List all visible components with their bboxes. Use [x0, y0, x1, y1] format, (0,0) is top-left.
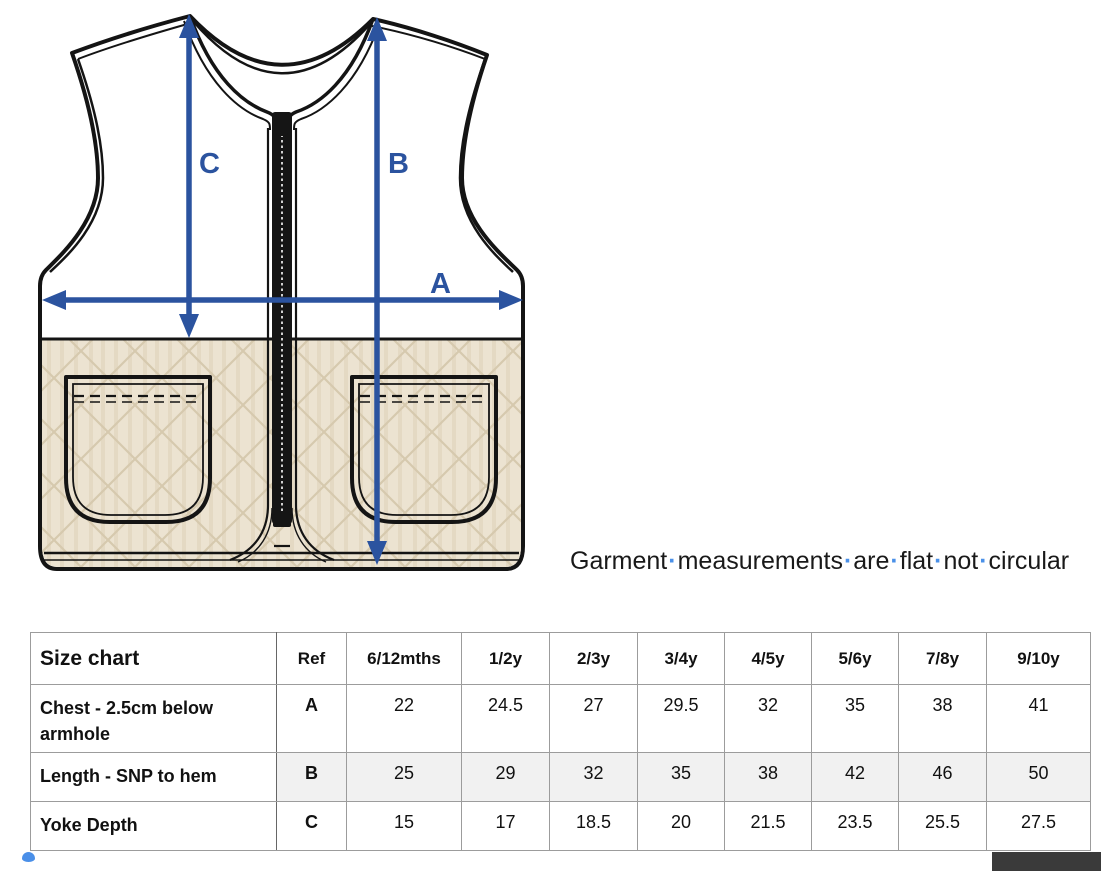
size-chart-table: Size chart Ref 6/12mths 1/2y 2/3y 3/4y 4…: [30, 632, 1091, 851]
left-shoulder-binding: [77, 22, 192, 60]
column-header-size: 9/10y: [986, 632, 1091, 685]
cell-value: 32: [724, 684, 812, 753]
label-b: B: [388, 148, 409, 180]
word-separator-dot: ·: [979, 547, 988, 575]
row-label: Yoke Depth: [30, 801, 277, 851]
cell-value: 25.5: [898, 801, 987, 851]
cell-value: 27.5: [986, 801, 1091, 851]
left-pocket: [64, 375, 212, 524]
horizontal-scrollbar-thumb[interactable]: [992, 852, 1101, 871]
table-row-chest: Chest - 2.5cm below armhole A 22 24.5 27…: [30, 684, 1091, 753]
row-ref: B: [276, 752, 347, 802]
caption-word: not: [943, 547, 979, 575]
cell-value: 18.5: [549, 801, 638, 851]
zipper-stop: [273, 514, 291, 527]
arrow-head-down: [367, 541, 387, 565]
column-header-size: 4/5y: [724, 632, 812, 685]
cell-value: 24.5: [461, 684, 550, 753]
column-header-size: 3/4y: [637, 632, 725, 685]
arrow-head-up: [179, 14, 199, 38]
column-header-size: 7/8y: [898, 632, 987, 685]
row-label: Length - SNP to hem: [30, 752, 277, 802]
word-separator-dot: ·: [934, 547, 943, 575]
cell-value: 35: [811, 684, 899, 753]
text-selection-handle[interactable]: [22, 852, 35, 862]
cell-value: 15: [346, 801, 462, 851]
cell-value: 41: [986, 684, 1091, 753]
cell-value: 50: [986, 752, 1091, 802]
left-armhole-binding: [49, 58, 105, 273]
column-header-size: 2/3y: [549, 632, 638, 685]
word-separator-dot: ·: [843, 547, 853, 575]
zipper-pull: [276, 114, 288, 136]
measurement-arrow-a: A: [42, 268, 523, 310]
measurement-arrow-b: B: [367, 17, 409, 565]
cell-value: 32: [549, 752, 638, 802]
cell-value: 42: [811, 752, 899, 802]
neckline: [49, 15, 514, 273]
right-shoulder-binding: [371, 25, 486, 60]
column-header-ref: Ref: [276, 632, 347, 685]
table-row-yoke: Yoke Depth C 15 17 18.5 20 21.5 23.5 25.…: [30, 801, 1091, 851]
cell-value: 38: [724, 752, 812, 802]
cell-value: 20: [637, 801, 725, 851]
cell-value: 46: [898, 752, 987, 802]
right-armhole-binding: [458, 58, 514, 273]
label-a: A: [430, 268, 451, 300]
cell-value: 25: [346, 752, 462, 802]
column-header-size: 6/12mths: [346, 632, 462, 685]
zipper: [229, 112, 335, 563]
cell-value: 38: [898, 684, 987, 753]
caption-word: Garment: [570, 547, 668, 575]
table-title: Size chart: [30, 632, 277, 685]
row-label: Chest - 2.5cm below armhole: [30, 684, 277, 753]
column-header-size: 5/6y: [811, 632, 899, 685]
table-header-row: Size chart Ref 6/12mths 1/2y 2/3y 3/4y 4…: [30, 632, 1091, 685]
flat-measurement-note: Garment·measurements·are·flat·not·circul…: [570, 547, 1069, 576]
cell-value: 21.5: [724, 801, 812, 851]
caption-word: circular: [988, 547, 1070, 575]
row-ref: C: [276, 801, 347, 851]
word-separator-dot: ·: [890, 547, 899, 575]
measurement-arrow-c: C: [179, 14, 220, 338]
arrow-head-up: [367, 17, 387, 41]
table-row-length: Length - SNP to hem B 25 29 32 35 38 42 …: [30, 752, 1091, 802]
cell-value: 29: [461, 752, 550, 802]
word-separator-dot: ·: [668, 547, 677, 575]
right-pocket: [350, 375, 498, 524]
column-header-size: 1/2y: [461, 632, 550, 685]
arrow-head-left: [42, 290, 66, 310]
vest-diagram: A B C: [38, 14, 525, 571]
arrow-head-right: [499, 290, 523, 310]
caption-word: flat: [899, 547, 934, 575]
label-c: C: [199, 148, 220, 180]
cell-value: 27: [549, 684, 638, 753]
arrow-head-down: [179, 314, 199, 338]
row-ref: A: [276, 684, 347, 753]
caption-word: measurements: [677, 547, 843, 575]
cell-value: 35: [637, 752, 725, 802]
caption-word: are: [853, 547, 890, 575]
cell-value: 22: [346, 684, 462, 753]
cell-value: 29.5: [637, 684, 725, 753]
cell-value: 17: [461, 801, 550, 851]
cell-value: 23.5: [811, 801, 899, 851]
